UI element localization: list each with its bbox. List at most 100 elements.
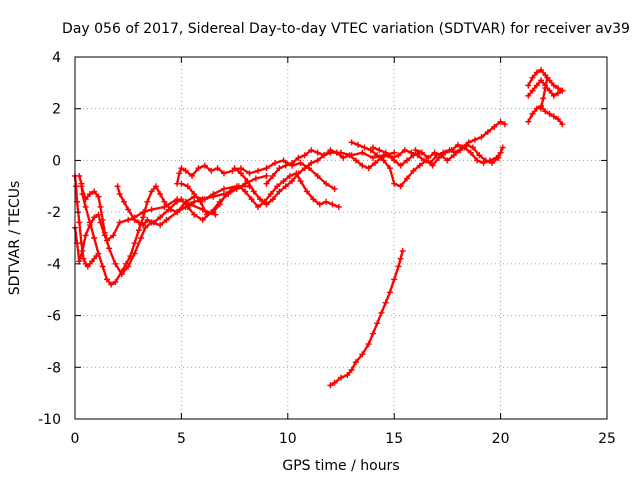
data-point-marker	[276, 188, 283, 195]
data-point-marker	[289, 178, 296, 185]
data-point-marker	[476, 152, 483, 159]
data-point-marker	[314, 157, 321, 164]
data-point-marker	[529, 74, 536, 81]
data-point-marker	[257, 196, 264, 203]
data-point-marker	[116, 219, 123, 226]
data-point-marker	[555, 85, 562, 92]
data-point-marker	[320, 152, 327, 159]
data-point-marker	[140, 222, 147, 229]
data-point-marker	[525, 92, 532, 99]
data-point-marker	[550, 92, 557, 99]
data-point-marker	[348, 139, 355, 146]
data-point-marker	[191, 191, 198, 198]
data-point-marker	[359, 149, 366, 156]
data-point-marker	[372, 160, 379, 167]
data-point-marker	[252, 175, 259, 182]
data-point-marker	[389, 154, 396, 161]
data-point-marker	[329, 201, 336, 208]
data-point-marker	[174, 198, 181, 205]
data-point-marker	[195, 165, 202, 172]
data-point-marker	[550, 82, 557, 89]
data-point-marker	[369, 154, 376, 161]
data-point-marker	[431, 149, 438, 156]
data-point-marker	[359, 162, 366, 169]
data-point-marker	[199, 216, 206, 223]
data-point-marker	[242, 188, 249, 195]
data-point-marker	[491, 123, 498, 130]
data-point-marker	[327, 382, 334, 389]
data-point-marker	[220, 185, 227, 192]
data-point-marker	[495, 154, 502, 161]
data-point-marker	[135, 219, 142, 226]
data-point-marker	[333, 149, 340, 156]
data-point-marker	[397, 183, 404, 190]
data-point-marker	[467, 149, 474, 156]
data-point-marker	[316, 201, 323, 208]
data-point-marker	[201, 196, 208, 203]
data-point-marker	[76, 172, 83, 179]
data-point-marker	[538, 77, 545, 84]
data-point-marker	[91, 214, 98, 221]
data-point-marker	[501, 121, 508, 128]
data-point-marker	[380, 157, 387, 164]
data-point-marker	[269, 172, 276, 179]
data-point-marker	[472, 136, 479, 143]
series-line-trace-13	[329, 249, 404, 387]
x-tick-label: 10	[279, 431, 297, 447]
data-point-marker	[529, 87, 536, 94]
data-point-marker	[297, 160, 304, 167]
data-point-marker	[542, 108, 549, 115]
data-point-marker	[216, 201, 223, 208]
data-point-marker	[235, 183, 242, 190]
series-line-trace-8	[233, 151, 396, 206]
data-point-marker	[410, 167, 417, 174]
data-point-marker	[263, 201, 270, 208]
data-point-marker	[280, 157, 287, 164]
data-point-marker	[91, 188, 98, 195]
data-point-marker	[295, 170, 302, 177]
data-point-marker	[184, 203, 191, 210]
data-point-marker	[191, 198, 198, 205]
data-point-marker	[399, 247, 406, 254]
data-point-marker	[489, 160, 496, 167]
data-point-marker	[112, 260, 119, 267]
data-point-marker	[244, 178, 251, 185]
data-point-marker	[80, 255, 87, 262]
data-point-marker	[161, 203, 168, 210]
data-point-marker	[280, 178, 287, 185]
axis-ticks: 0 5 10 15 20 25 -10 -8 -6 -4 -2 0 2 4	[38, 50, 616, 447]
data-point-marker	[386, 289, 393, 296]
x-axis-label: GPS time / hours	[282, 458, 399, 474]
data-point-marker	[176, 170, 183, 177]
data-point-marker	[559, 87, 566, 94]
data-point-marker	[269, 196, 276, 203]
data-point-marker	[157, 191, 164, 198]
data-point-marker	[229, 185, 236, 192]
data-point-marker	[263, 172, 270, 179]
data-point-marker	[267, 191, 274, 198]
data-point-marker	[395, 263, 402, 270]
x-tick-label: 0	[71, 431, 80, 447]
data-point-marker	[125, 263, 132, 270]
data-point-marker	[201, 162, 208, 169]
data-point-marker	[538, 66, 545, 73]
x-tick-label: 20	[492, 431, 510, 447]
data-point-marker	[546, 87, 553, 94]
data-point-marker	[150, 219, 157, 226]
data-point-marker	[237, 170, 244, 177]
data-point-marker	[272, 160, 279, 167]
series-line-trace-7	[180, 172, 341, 216]
data-point-marker	[544, 74, 551, 81]
grid-lines	[75, 57, 607, 419]
data-point-marker	[103, 276, 110, 283]
data-point-marker	[152, 183, 159, 190]
data-point-marker	[161, 198, 168, 205]
data-point-marker	[438, 152, 445, 159]
data-point-marker	[474, 157, 481, 164]
data-point-marker	[386, 165, 393, 172]
data-point-marker	[144, 198, 151, 205]
data-point-marker	[550, 113, 557, 120]
data-point-marker	[184, 183, 191, 190]
data-point-marker	[84, 263, 91, 270]
data-point-marker	[148, 188, 155, 195]
